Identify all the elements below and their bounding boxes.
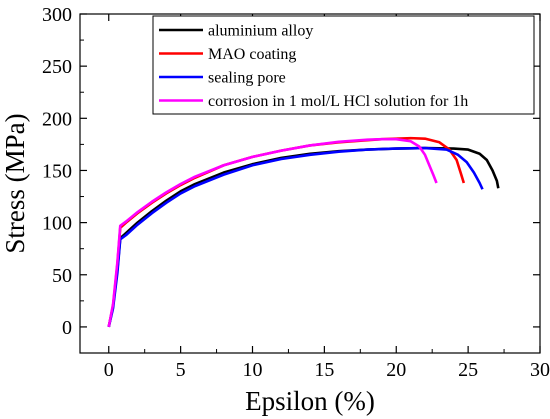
y-tick-label: 200	[42, 108, 72, 130]
y-tick-label: 300	[42, 4, 72, 26]
legend-box	[152, 15, 535, 115]
x-tick-label: 15	[314, 359, 334, 381]
legend-label-3: sealing pore	[208, 70, 286, 87]
plot-frame	[79, 13, 541, 354]
x-tick-label: 10	[243, 359, 263, 381]
y-tick-label: 250	[42, 56, 72, 78]
legend-label-1: aluminium alloy	[208, 23, 313, 40]
x-tick-label: 20	[386, 359, 406, 381]
y-tick-label: 150	[42, 160, 72, 182]
series-layer	[107, 136, 500, 328]
y-ticks: 0 50 100 150 200 250 300	[42, 4, 540, 339]
y-axis-title: Stress (MPa)	[0, 113, 30, 253]
series-line-3	[107, 146, 484, 328]
x-tick-label: 5	[176, 359, 186, 381]
x-tick-label: 30	[530, 359, 550, 381]
y-tick-label: 100	[42, 213, 72, 235]
series-line-4	[107, 137, 438, 328]
series-line-2	[107, 136, 466, 328]
legend: aluminium alloy MAO coating sealing pore co…	[152, 15, 535, 115]
series-line-1	[107, 146, 500, 328]
x-tick-label: 25	[458, 359, 478, 381]
legend-label-4: corrosion in 1 mol/L HCl solution for 1h	[208, 93, 468, 110]
x-ticks: 0 5 10 15 20 25 30	[104, 14, 550, 381]
legend-label-2: MAO coating	[208, 46, 296, 63]
y-tick-label: 0	[62, 317, 72, 339]
x-axis-title: Epsilon (%)	[245, 386, 375, 416]
y-tick-label: 50	[52, 265, 72, 287]
legend-items: aluminium alloy MAO coating sealing pore co…	[159, 23, 468, 110]
x-tick-label: 0	[104, 359, 114, 381]
